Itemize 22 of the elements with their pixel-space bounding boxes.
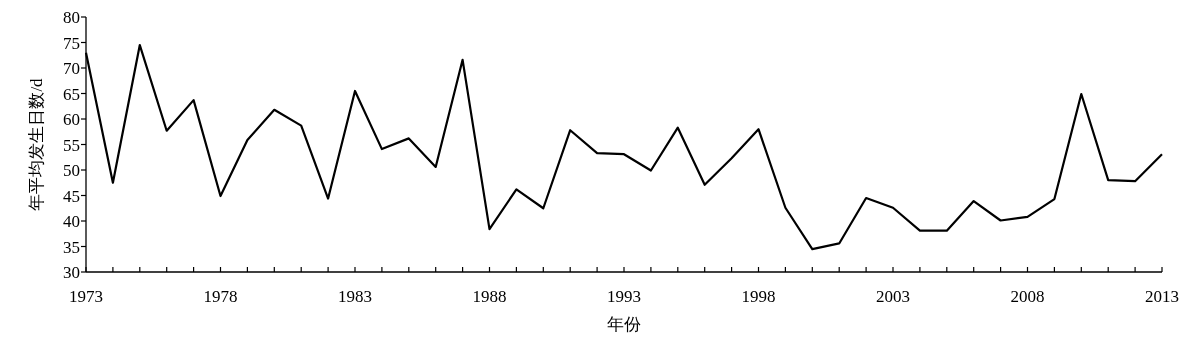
x-tick-label: 1973 [69,287,103,306]
y-tick-label: 50 [63,161,80,180]
x-tick-label: 1983 [338,287,372,306]
x-tick-label: 1988 [472,287,507,306]
y-tick-label: 45 [63,186,80,206]
x-axis-title: 年份 [607,315,641,334]
y-tick-label: 60 [63,110,80,129]
y-tick-label: 55 [63,135,80,155]
y-tick-label: 40 [63,212,80,231]
y-axis-title: 年平均发生日数/d [27,77,46,211]
x-tick-label: 2003 [876,287,910,306]
y-tick-label: 65 [63,84,80,104]
y-tick-label: 70 [63,59,80,78]
y-tick-label: 35 [63,237,80,257]
x-tick-label: 2008 [1010,287,1045,306]
x-tick-label: 1993 [607,287,641,306]
y-tick-label: 30 [63,263,80,282]
x-tick-label: 1998 [741,287,776,306]
y-tick-label: 75 [63,33,80,53]
x-tick-label: 2013 [1145,287,1179,306]
x-tick-label: 1978 [203,287,238,306]
y-tick-label: 80 [63,8,80,27]
